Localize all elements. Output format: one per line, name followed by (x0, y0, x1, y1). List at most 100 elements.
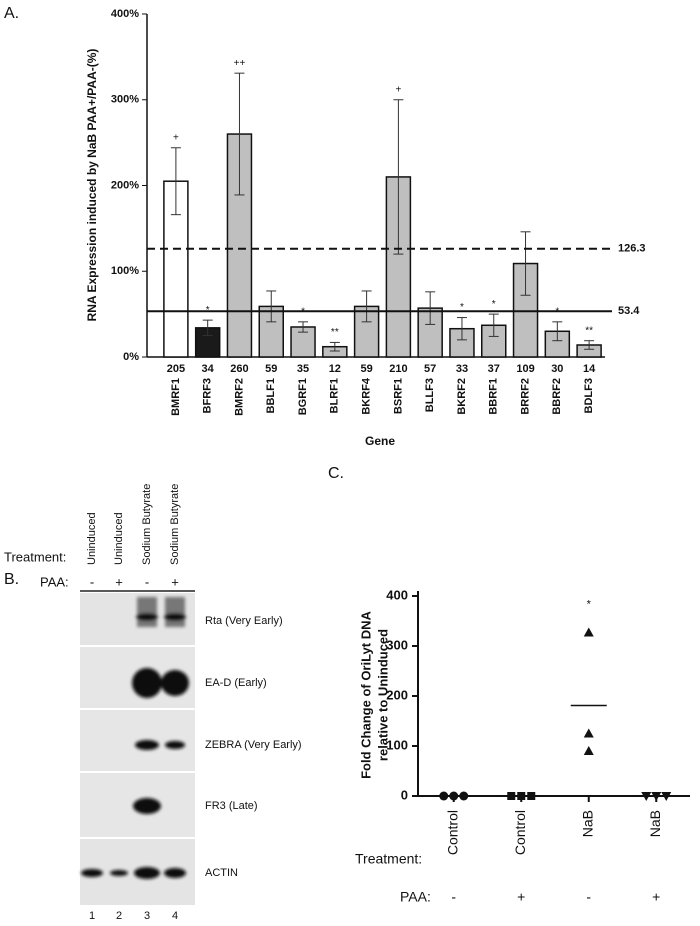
value-label: 34 (202, 363, 215, 375)
lane-number: 2 (116, 910, 122, 922)
paa-label: - (451, 889, 456, 905)
value-label: 109 (516, 363, 534, 375)
paa-label: - (586, 889, 591, 905)
band-label: FR3 (Late) (205, 800, 258, 812)
row-label: PAA: (40, 574, 69, 589)
paa-label: - (145, 574, 149, 589)
y-tick-label: 300% (111, 94, 139, 106)
point (459, 791, 469, 801)
value-label: 30 (551, 363, 563, 375)
value-label: 59 (265, 363, 277, 375)
point (439, 791, 449, 801)
value-label: 33 (456, 363, 468, 375)
y-tick-label: 400% (111, 8, 139, 20)
value-label: 205 (167, 363, 185, 375)
point (517, 792, 526, 800)
band-label: ACTIN (205, 867, 238, 879)
value-label: 57 (424, 363, 436, 375)
row-label: Treatment: (4, 549, 66, 564)
point (583, 746, 594, 755)
y-axis-label: Fold Change of OriLyt DNA (358, 610, 373, 778)
lane-number: 3 (144, 910, 150, 922)
x-tick-label: BBLF1 (265, 378, 277, 413)
lane-header: Sodium Butyrate (169, 484, 181, 565)
y-tick-label: 400 (386, 587, 408, 602)
x-axis-label: Gene (365, 434, 395, 448)
y-tick-label: 200% (111, 179, 139, 191)
x-tick-label: BFRF3 (202, 378, 214, 413)
point (583, 627, 594, 637)
x-tick-label: Control (512, 810, 528, 855)
point (641, 792, 652, 801)
x-tick-label: BGRF1 (297, 378, 309, 415)
y-tick-label: 100 (386, 737, 408, 752)
significance-mark: ** (585, 325, 593, 336)
significance-mark: ++ (234, 58, 246, 69)
x-tick-label: BMRF2 (233, 378, 245, 416)
point (651, 792, 662, 801)
point (527, 792, 536, 800)
x-tick-label: NaB (647, 810, 663, 837)
value-label: 12 (329, 363, 341, 375)
value-label: 210 (389, 363, 407, 375)
paa-label: + (652, 889, 660, 905)
x-tick-label: BLRF1 (329, 378, 341, 413)
lane-header: Uninduced (113, 512, 125, 565)
point (507, 792, 516, 800)
x-tick-label: BMRF1 (170, 378, 182, 416)
y-tick-label: 200 (386, 687, 408, 702)
significance-mark: ** (331, 327, 339, 338)
significance-mark: * (587, 598, 592, 610)
panel-label: A. (4, 5, 19, 22)
value-label: 35 (297, 363, 309, 375)
y-tick-label: 0% (123, 351, 139, 363)
reference-label: 126.3 (618, 243, 646, 255)
x-tick-label: BBRF1 (488, 378, 500, 415)
x-tick-label: BSRF1 (392, 378, 404, 414)
blot-image (80, 590, 195, 905)
x-tick-label: BBRF2 (551, 378, 563, 415)
x-tick-label: BRRF2 (519, 378, 531, 415)
bar (385, 176, 412, 358)
band-label: EA-D (Early) (205, 677, 267, 689)
x-tick-label: BKRF2 (456, 378, 468, 415)
value-label: 59 (360, 363, 372, 375)
y-tick-label: 100% (111, 265, 139, 277)
reference-label: 53.4 (618, 305, 640, 317)
value-label: 37 (488, 363, 500, 375)
point (661, 792, 672, 801)
y-tick-label: 0 (401, 787, 408, 802)
x-tick-label: BDLF3 (583, 378, 595, 413)
lane-number: 4 (172, 910, 178, 922)
band-label: Rta (Very Early) (205, 615, 283, 627)
lane-header: Sodium Butyrate (141, 484, 153, 565)
paa-label: - (90, 574, 94, 589)
significance-mark: * (492, 299, 496, 310)
lane-number: 1 (89, 910, 95, 922)
paa-label: + (517, 889, 525, 905)
x-tick-label: NaB (579, 810, 595, 837)
x-tick-label: BKRF4 (361, 377, 373, 415)
row-label: PAA: (400, 889, 431, 905)
significance-mark: * (460, 302, 464, 313)
paa-label: + (171, 574, 179, 589)
value-label: 260 (230, 363, 248, 375)
x-tick-label: BLLF3 (424, 378, 436, 412)
y-axis-label: relative to Uninduced (375, 629, 390, 761)
paa-label: + (115, 574, 123, 589)
x-tick-label: Control (444, 810, 460, 855)
point (583, 728, 594, 738)
y-tick-label: 300 (386, 637, 408, 652)
value-label: 14 (583, 363, 596, 375)
panel-label: C. (328, 465, 344, 482)
bar (449, 327, 475, 358)
band-label: ZEBRA (Very Early) (205, 739, 302, 751)
point (449, 791, 459, 801)
significance-mark: + (173, 132, 179, 143)
y-axis-label: RNA Expression induced by NaB PAA+/PAA-(… (85, 49, 99, 322)
panel-label: B. (4, 571, 19, 588)
row-label: Treatment: (355, 851, 422, 867)
lane-header: Uninduced (86, 512, 98, 565)
significance-mark: + (395, 84, 401, 95)
